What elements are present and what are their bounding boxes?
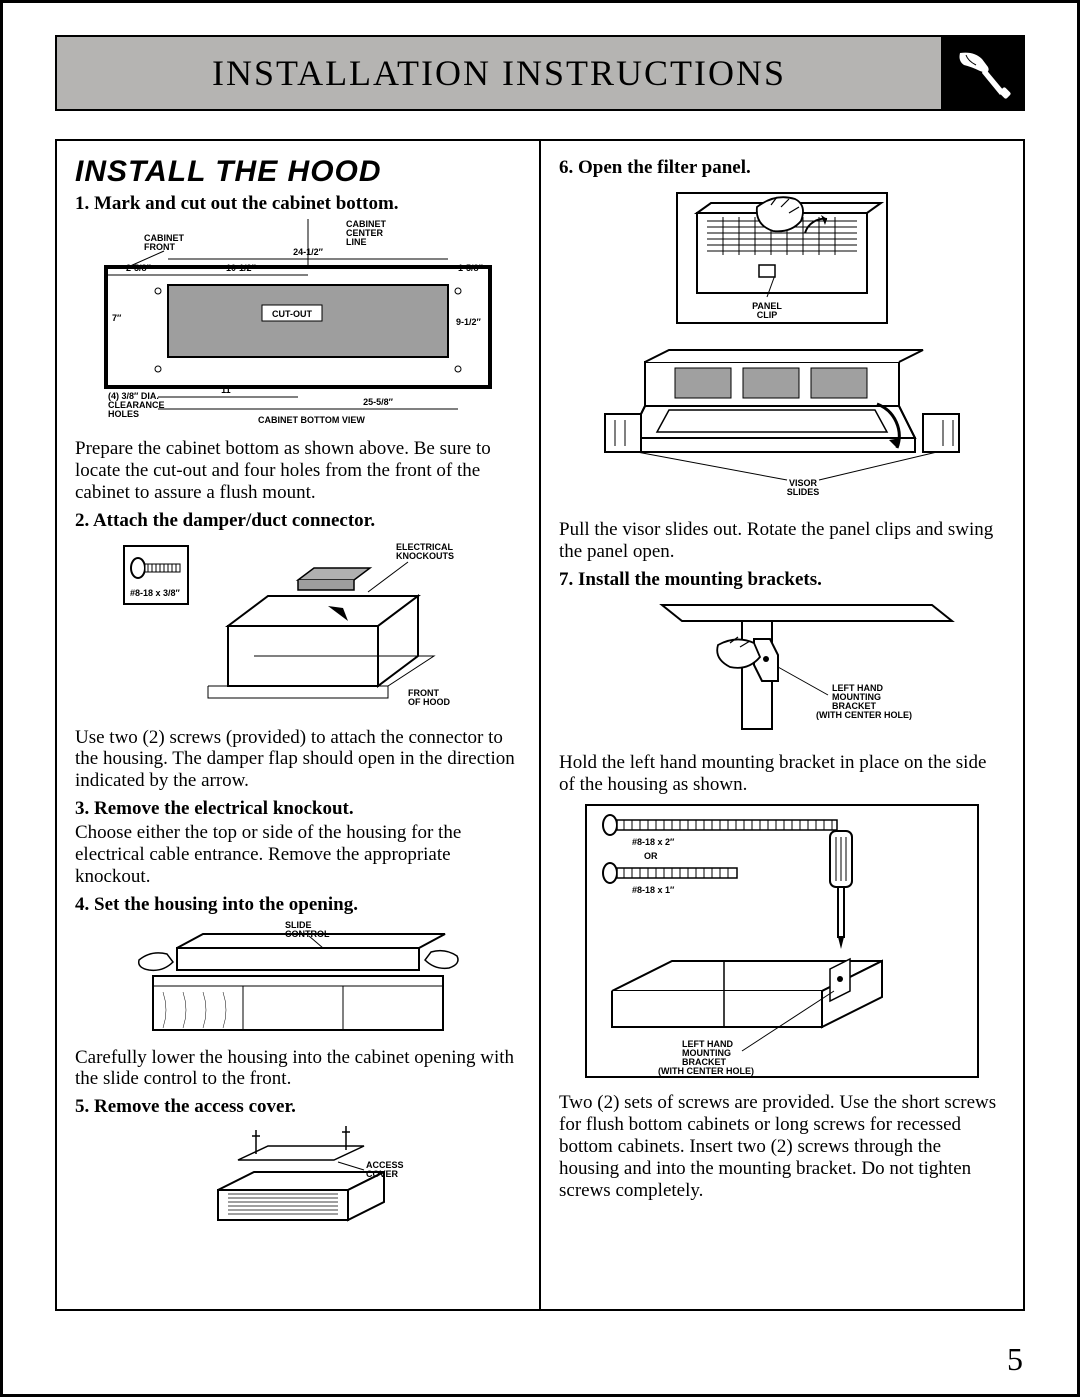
step1-body: Prepare the cabinet bottom as shown abov… — [75, 438, 521, 504]
right-column: 6. Open the filter panel. — [541, 141, 1023, 1309]
svg-text:FRONTOF HOOD: FRONTOF HOOD — [408, 688, 450, 707]
step3-body: Choose either the top or side of the hou… — [75, 822, 521, 888]
svg-text:25-5/8″: 25-5/8″ — [363, 397, 394, 407]
step5-diagram: ACCESSCOVER — [75, 1122, 521, 1237]
step5-title: 5. Remove the access cover. — [75, 1096, 521, 1118]
step2-diagram: #8-18 x 3/8″ ELECTRICALKNOCKOUTS FRONTOF… — [75, 536, 521, 721]
step7-body2: Two (2) sets of screws are provided. Use… — [559, 1092, 1005, 1201]
header-icon-box — [943, 35, 1025, 111]
center-line-label: CABINETCENTERLINE — [346, 219, 387, 247]
header-title: INSTALLATION INSTRUCTIONS — [55, 35, 943, 111]
svg-text:#8-18 x 2″: #8-18 x 2″ — [632, 837, 675, 847]
step1-title: 1. Mark and cut out the cabinet bottom. — [75, 193, 521, 215]
step6-diagram-a: PANELCLIP — [559, 183, 1005, 338]
svg-text:LEFT HANDMOUNTINGBRACKET(WITH: LEFT HANDMOUNTINGBRACKET(WITH CENTER HOL… — [816, 683, 912, 720]
svg-text:11″: 11″ — [221, 385, 236, 395]
svg-text:9-1/2″: 9-1/2″ — [456, 317, 482, 327]
step1-diagram: CUT-OUT CABINETCENTERLINE CABINETFRONT 2… — [75, 219, 521, 432]
svg-text:LEFT HANDMOUNTINGBRACKET(WITH: LEFT HANDMOUNTINGBRACKET(WITH CENTER HOL… — [658, 1039, 754, 1076]
svg-text:2-5/8″: 2-5/8″ — [126, 263, 152, 273]
svg-text:#8-18 x 3/8″: #8-18 x 3/8″ — [130, 588, 181, 598]
svg-text:#8-18 x 1″: #8-18 x 1″ — [632, 885, 675, 895]
svg-text:24-1/2″: 24-1/2″ — [293, 247, 324, 257]
svg-text:(4) 3/8″ DIA.CLEARANCEHOLES: (4) 3/8″ DIA.CLEARANCEHOLES — [108, 391, 165, 419]
svg-text:SLIDECONTROL: SLIDECONTROL — [285, 920, 330, 939]
svg-text:OR: OR — [644, 851, 658, 861]
left-column: INSTALL THE HOOD 1. Mark and cut out the… — [57, 141, 541, 1309]
svg-text:PANELCLIP: PANELCLIP — [752, 301, 782, 320]
svg-text:10-1/2″: 10-1/2″ — [226, 263, 257, 273]
step6-body: Pull the visor slides out. Rotate the pa… — [559, 519, 1005, 563]
step2-title: 2. Attach the damper/duct connector. — [75, 510, 521, 532]
page: INSTALLATION INSTRUCTIONS INSTALL THE HO… — [0, 0, 1080, 1397]
step6-diagram-b: VISORSLIDES — [559, 344, 1005, 513]
svg-text:CABINET BOTTOM VIEW: CABINET BOTTOM VIEW — [258, 415, 365, 425]
step2-body: Use two (2) screws (provided) to attach … — [75, 727, 521, 793]
svg-text:ACCESSCOVER: ACCESSCOVER — [366, 1160, 404, 1179]
svg-text:ELECTRICALKNOCKOUTS: ELECTRICALKNOCKOUTS — [396, 542, 454, 561]
step4-title: 4. Set the housing into the opening. — [75, 894, 521, 916]
step4-body: Carefully lower the housing into the cab… — [75, 1047, 521, 1091]
step7-title: 7. Install the mounting brackets. — [559, 569, 1005, 591]
header-row: INSTALLATION INSTRUCTIONS — [55, 35, 1025, 111]
svg-text:1-5/8″: 1-5/8″ — [458, 263, 484, 273]
content-columns: INSTALL THE HOOD 1. Mark and cut out the… — [55, 139, 1025, 1311]
step6-title: 6. Open the filter panel. — [559, 157, 1005, 179]
screwdriver-hand-icon — [954, 45, 1014, 101]
svg-text:CABINETFRONT: CABINETFRONT — [144, 233, 185, 252]
page-number: 5 — [1007, 1341, 1023, 1378]
step4-diagram: SLIDECONTROL — [75, 920, 521, 1041]
step7-diagram-a: LEFT HANDMOUNTINGBRACKET(WITH CENTER HOL… — [559, 595, 1005, 746]
svg-text:7″: 7″ — [112, 313, 122, 323]
step7-diagram-b: #8-18 x 2″ OR #8-18 x 1″ — [559, 801, 1005, 1086]
cutout-label: CUT-OUT — [272, 309, 312, 319]
section-title: INSTALL THE HOOD — [75, 155, 521, 189]
step3-title: 3. Remove the electrical knockout. — [75, 798, 521, 820]
svg-text:VISORSLIDES: VISORSLIDES — [787, 478, 820, 497]
step7-body1: Hold the left hand mounting bracket in p… — [559, 752, 1005, 796]
